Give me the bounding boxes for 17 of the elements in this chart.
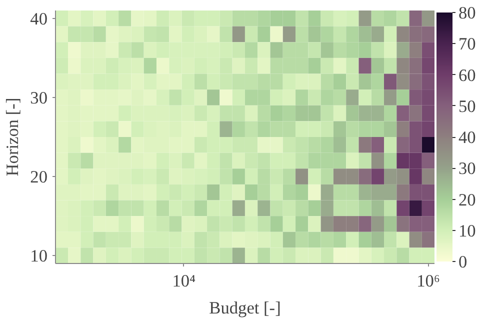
color-bar-label: 70 bbox=[458, 34, 476, 54]
y-tick-label: 10 bbox=[30, 246, 48, 266]
color-bar-label: 40 bbox=[458, 128, 476, 147]
color-bar-label: 10 bbox=[458, 221, 476, 240]
color-bar-label: 20 bbox=[458, 190, 476, 210]
color-bar-label: 60 bbox=[458, 66, 476, 85]
color-bar-label: 80 bbox=[458, 4, 476, 22]
y-tick-label: 20 bbox=[30, 168, 48, 187]
color-bar-label: 30 bbox=[458, 159, 476, 178]
color-bar-label: 50 bbox=[458, 96, 476, 116]
x-axis-title: Budget [-] bbox=[209, 298, 281, 318]
y-tick-label: 30 bbox=[30, 88, 48, 108]
x-tick-label: 10⁶ bbox=[416, 272, 440, 290]
y-axis-title: Horizon [-] bbox=[3, 98, 22, 176]
y-tick-label: 40 bbox=[30, 9, 48, 28]
color-bar-label: 0 bbox=[458, 252, 468, 272]
x-tick-label: 10⁴ bbox=[172, 272, 196, 290]
